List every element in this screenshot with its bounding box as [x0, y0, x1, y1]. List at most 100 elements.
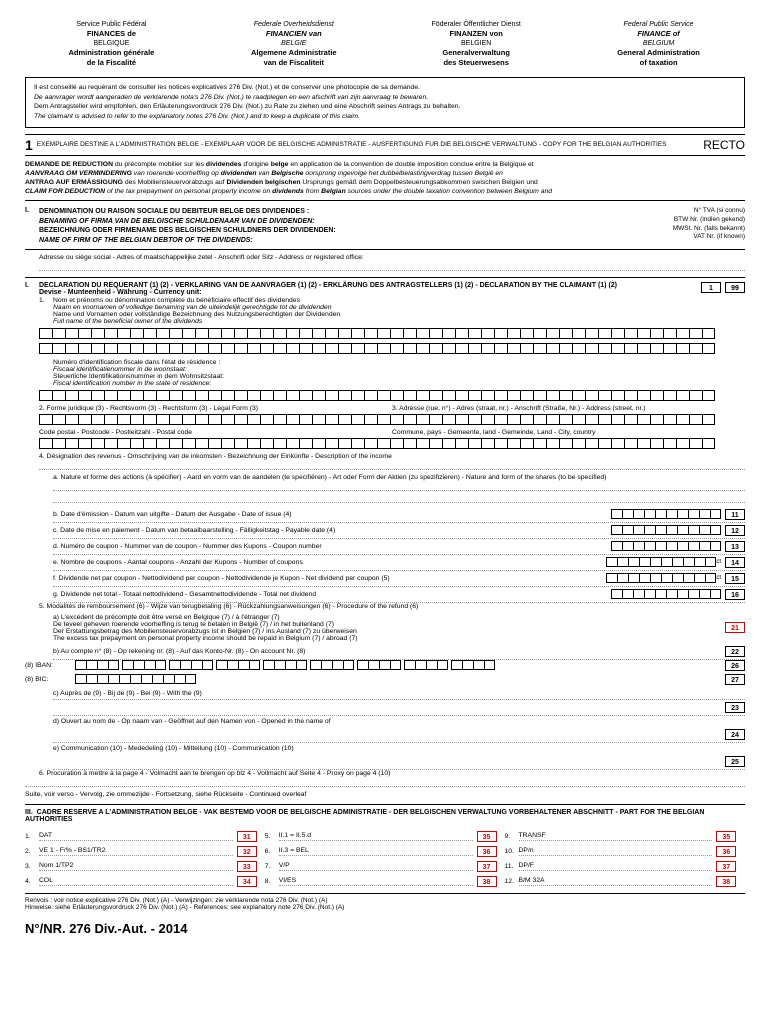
- box-22: 22: [725, 646, 745, 657]
- roman-1: I.: [25, 207, 39, 214]
- fiscal-boxes[interactable]: [39, 390, 745, 401]
- item-4-field[interactable]: [39, 462, 745, 470]
- input-boxes-15[interactable]: [606, 573, 716, 583]
- admin-field-35[interactable]: II.1 = II.5.d: [279, 831, 473, 841]
- admin-field-33[interactable]: Nom 1/TP2: [39, 861, 233, 871]
- iban-boxes[interactable]: [75, 660, 721, 670]
- address-field[interactable]: [39, 263, 745, 271]
- header-line: de la Fiscalité: [25, 58, 198, 68]
- header-line: BELGIUM: [572, 39, 745, 48]
- box-11: 11: [725, 509, 745, 520]
- item-5c-line2[interactable]: 23: [53, 700, 745, 716]
- admin-field-36[interactable]: II.3 = BEL: [279, 846, 473, 856]
- header-col-nl: Federale Overheidsdienst FINANCIEN van B…: [207, 20, 380, 67]
- admin-box-35: 35: [477, 831, 497, 842]
- admin-field-31[interactable]: DAT: [39, 831, 233, 841]
- admin-box-37: 37: [716, 861, 736, 872]
- admin-item-37: 11.DP/F37: [505, 859, 745, 874]
- admin-field-37[interactable]: V/P: [279, 861, 473, 871]
- admin-field-37[interactable]: DP/F: [519, 861, 713, 871]
- fiscal-id: Numéro d'identification fiscale dans l'é…: [39, 358, 745, 388]
- admin-box-35: 35: [716, 831, 736, 842]
- item-4a-field2[interactable]: [53, 495, 745, 503]
- header-line: General Administration: [572, 48, 745, 58]
- item-5b: b) Au compte n° (8) - Op rekening nr. (8…: [53, 644, 745, 660]
- item-5e: e) Communication (10) - Mededeling (10) …: [53, 743, 745, 754]
- item-4a-field[interactable]: [53, 483, 745, 491]
- recto-label: RECTO: [703, 138, 745, 152]
- postal-label: Code postal - Postcode - Postleitzahl - …: [39, 429, 392, 436]
- roman-2: I.: [25, 282, 39, 289]
- name-boxes[interactable]: [39, 328, 745, 339]
- iban-row: (8) IBAN: 26: [25, 660, 745, 671]
- box-26: 26: [725, 660, 745, 671]
- header-line: FINANCIEN van: [207, 29, 380, 39]
- admin-grid: 1.DAT312.VE 1 - F/% - BS1/TR2323.Nom 1/T…: [25, 829, 745, 889]
- header-line: Federal Public Service: [572, 20, 745, 29]
- demande-block: DEMANDE DE REDUCTION du précompte mobili…: [25, 160, 745, 202]
- admin-item-31: 1.DAT31: [25, 829, 265, 844]
- footnote: Renvois : voir notice explicative 276 Di…: [25, 893, 745, 911]
- admin-field-32[interactable]: VE 1 - F/% - BS1/TR2: [39, 846, 233, 856]
- input-boxes-11[interactable]: [611, 509, 721, 519]
- item-4: 4. Désignation des revenus - Omschrijvin…: [39, 453, 745, 460]
- header-line: FINANZEN von: [390, 29, 563, 39]
- admin-item-35: 5.II.1 = II.5.d35: [265, 829, 505, 844]
- header-line: des Steuerwesens: [390, 58, 563, 68]
- name-boxes-2[interactable]: [39, 343, 745, 354]
- vat-labels: N° TVA (si connu) BTW Nr. (indien gekend…: [673, 207, 745, 242]
- box-16: 16: [725, 589, 745, 600]
- admin-box-34: 34: [237, 876, 257, 887]
- copy-number: 1: [25, 137, 33, 153]
- declaration-title: DECLARATION DU REQUERANT (1) (2) - VERKL…: [39, 282, 617, 296]
- input-boxes-13[interactable]: [611, 541, 721, 551]
- advice-fr: Il est conseillé au requérant de consult…: [34, 83, 736, 93]
- header: Service Public Fédéral FINANCES de BELGI…: [25, 20, 745, 67]
- input-boxes-14[interactable]: [606, 557, 716, 567]
- box-15: 15: [725, 573, 745, 584]
- admin-box-37: 37: [477, 861, 497, 872]
- legal-address-boxes[interactable]: [39, 414, 745, 425]
- postal-commune-boxes[interactable]: [39, 438, 745, 449]
- admin-field-38[interactable]: VI/ES: [279, 876, 473, 886]
- admin-field-35[interactable]: TRANSF: [519, 831, 713, 841]
- box-24: 24: [725, 729, 745, 740]
- header-line: BELGIQUE: [25, 39, 198, 48]
- row-15: f. Dividende net par coupon - Nettodivid…: [53, 571, 745, 587]
- header-line: Generalverwaltung: [390, 48, 563, 58]
- demande-nl: AANVRAAG OM VERMINDERING van roerende vo…: [25, 169, 745, 178]
- admin-item-36: 6.II.3 = BEL36: [265, 844, 505, 859]
- advice-box: Il est conseillé au requérant de consult…: [25, 77, 745, 127]
- admin-box-31: 31: [237, 831, 257, 842]
- box-23: 23: [725, 702, 745, 713]
- row-11: b. Date d'émission - Datum van uitgifte …: [53, 507, 745, 523]
- input-boxes-12[interactable]: [611, 525, 721, 535]
- item-5e-line2[interactable]: 25: [53, 754, 745, 770]
- admin-field-36[interactable]: DP/n: [519, 846, 713, 856]
- input-boxes-16[interactable]: [611, 589, 721, 599]
- box-1[interactable]: 1: [701, 282, 721, 293]
- admin-item-33: 3.Nom 1/TP233: [25, 859, 265, 874]
- box-13: 13: [725, 541, 745, 552]
- advice-de: Dem Antragsteller wird empfohlen, den Er…: [34, 102, 736, 112]
- item-5d: d) Ouvert au nom de - Op naam van - Geöf…: [53, 716, 745, 727]
- admin-field-34[interactable]: COL: [39, 876, 233, 886]
- row-14: e. Nombre de coupons - Aantal coupons - …: [53, 555, 745, 571]
- bic-label: (8) BIC:: [25, 676, 75, 683]
- item-4a: a. Nature et forme des actions (à spécif…: [53, 474, 745, 481]
- admin-item-32: 2.VE 1 - F/% - BS1/TR232: [25, 844, 265, 859]
- address-label: Adresse ou siège social - Adres of maats…: [39, 254, 745, 261]
- commune-label: Commune, pays - Gemeente, land - Gemeind…: [392, 429, 745, 436]
- admin-box-36: 36: [716, 846, 736, 857]
- bic-boxes[interactable]: [75, 674, 721, 684]
- box-12: 12: [725, 525, 745, 536]
- header-line: of taxation: [572, 58, 745, 68]
- admin-item-38: 8.VI/ES38: [265, 874, 505, 889]
- item-6-field[interactable]: [25, 779, 745, 787]
- item-5d-line2[interactable]: 24: [53, 727, 745, 743]
- advice-nl: De aanvrager wordt aangeraden de verklar…: [34, 93, 736, 103]
- admin-box-33: 33: [237, 861, 257, 872]
- admin-field-38[interactable]: B/M 32A: [519, 876, 713, 886]
- admin-box-38: 38: [716, 876, 736, 887]
- admin-item-37: 7.V/P37: [265, 859, 505, 874]
